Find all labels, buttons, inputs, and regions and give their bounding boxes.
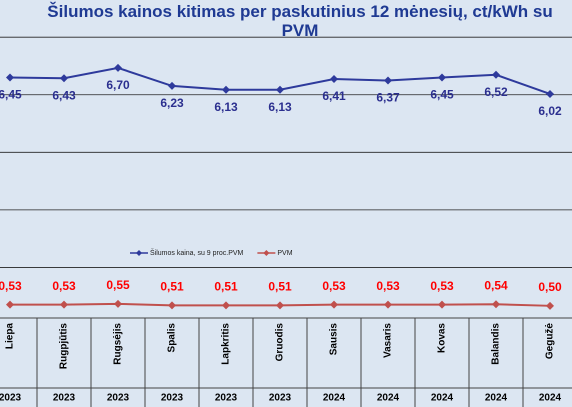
- x-tick-year: 2023: [161, 393, 184, 404]
- data-label: 0,53: [376, 279, 400, 293]
- point-marker: [276, 85, 284, 94]
- x-tick-label: Spalis: [167, 323, 178, 353]
- point-marker: [438, 73, 446, 82]
- point-marker: [330, 75, 338, 84]
- x-tick-label: Gruodis: [275, 323, 286, 362]
- x-tick-label: Rugsėjis: [113, 323, 124, 365]
- point-marker: [330, 300, 338, 309]
- x-tick-year: 2023: [107, 393, 130, 404]
- chart-title: Šilumos kainos kitimas per paskutinius 1…: [47, 2, 552, 40]
- data-label: 6,45: [0, 88, 22, 102]
- point-marker: [546, 89, 554, 98]
- x-tick-label: Vasaris: [383, 323, 394, 358]
- point-marker: [222, 301, 230, 310]
- point-marker: [114, 63, 122, 72]
- point-marker: [6, 73, 14, 82]
- point-marker: [60, 300, 68, 309]
- data-label: 0,55: [106, 278, 130, 292]
- x-tick-year: 2023: [215, 393, 238, 404]
- data-label: 6,45: [430, 88, 454, 102]
- data-label: 0,53: [0, 279, 22, 293]
- point-marker: [276, 301, 284, 310]
- data-label: 0,50: [538, 280, 562, 294]
- data-label: 6,70: [106, 78, 130, 92]
- x-tick-year: 2023: [269, 393, 292, 404]
- point-marker: [492, 300, 500, 309]
- point-marker: [114, 299, 122, 308]
- point-marker: [384, 300, 392, 309]
- data-label: 6,41: [322, 89, 346, 103]
- x-tick-label: Sausis: [329, 323, 340, 356]
- x-tick-label: Liepa: [5, 323, 16, 350]
- data-label: 0,51: [160, 280, 184, 294]
- data-label: 0,51: [214, 280, 238, 294]
- x-tick-label: Gegužė: [545, 323, 556, 360]
- x-tick-label: Kovas: [437, 323, 448, 353]
- legend-marker: [136, 250, 142, 256]
- data-label: 6,43: [52, 88, 76, 102]
- x-tick-year: 2024: [377, 393, 400, 404]
- data-label: 0,51: [268, 280, 292, 294]
- data-label: 6,02: [538, 104, 562, 118]
- point-marker: [168, 301, 176, 310]
- data-label: 6,37: [376, 91, 400, 105]
- data-label: 6,13: [214, 100, 238, 114]
- point-marker: [546, 301, 554, 310]
- x-tick-year: 2023: [53, 393, 76, 404]
- point-marker: [168, 81, 176, 90]
- data-label: 0,53: [52, 279, 76, 293]
- data-label: 6,13: [268, 100, 292, 114]
- point-marker: [438, 300, 446, 309]
- data-label: 0,53: [430, 279, 454, 293]
- x-tick-year: 2024: [485, 393, 508, 404]
- x-tick-label: Rugpjūtis: [59, 323, 70, 370]
- x-tick-year: 2024: [539, 393, 562, 404]
- legend-label: Šilumos kaina, su 9 proc.PVM: [150, 248, 244, 257]
- x-tick-year: 2023: [0, 393, 22, 404]
- point-marker: [6, 300, 14, 309]
- point-marker: [384, 76, 392, 85]
- point-marker: [60, 74, 68, 83]
- data-label: 6,52: [484, 85, 508, 99]
- data-label: 6,23: [160, 96, 184, 110]
- legend-label: PVM: [277, 250, 292, 257]
- legend-marker: [263, 250, 270, 256]
- x-tick-year: 2024: [431, 393, 454, 404]
- x-tick-label: Balandis: [491, 323, 502, 365]
- point-marker: [222, 85, 230, 94]
- point-marker: [492, 70, 500, 79]
- x-tick-year: 2024: [323, 393, 346, 404]
- x-tick-label: Lapkritis: [221, 323, 232, 365]
- data-label: 0,53: [322, 279, 346, 293]
- data-label: 0,54: [484, 278, 508, 292]
